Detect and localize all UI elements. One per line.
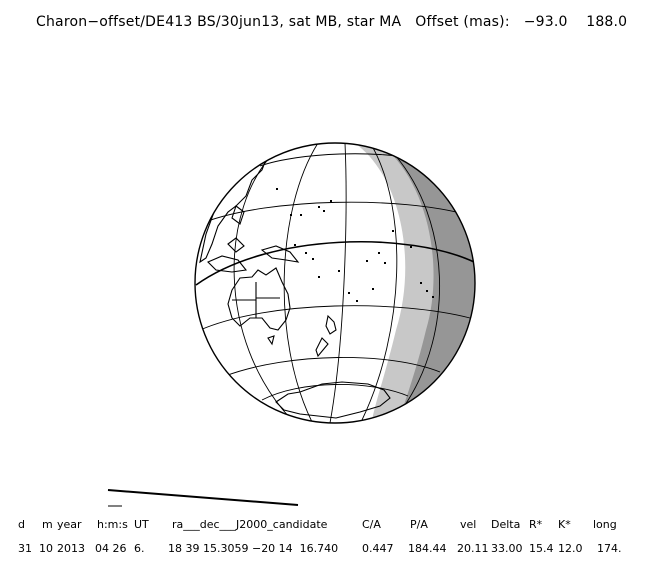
philippines-coast — [231, 205, 245, 225]
longitude-line — [394, 154, 441, 406]
col-header-long: long — [593, 518, 617, 531]
cell-ca: 0.447 — [362, 542, 394, 555]
longitude-lines — [233, 143, 441, 423]
cell-day: 31 — [18, 542, 32, 555]
australia-coast — [227, 267, 291, 331]
cell-year: 2013 — [57, 542, 85, 555]
equator-line — [195, 240, 475, 286]
col-header-ca: C/A — [362, 518, 381, 531]
col-header-month: m — [42, 518, 53, 531]
col-header-delta: Delta — [491, 518, 521, 531]
col-header-ut: UT — [134, 518, 149, 531]
new-zealand-south — [315, 337, 329, 358]
tasmania-coast — [267, 335, 275, 346]
cell-rstar: 15.4 — [529, 542, 554, 555]
australia-border — [232, 282, 280, 318]
pacific-islands — [276, 188, 434, 302]
cell-delta: 33.00 — [491, 542, 523, 555]
latitude-line — [261, 384, 409, 401]
night-shading — [382, 145, 475, 418]
cell-vel: 20.11 — [457, 542, 489, 555]
cell-hms: 04 26 — [95, 542, 127, 555]
indonesia-coast — [207, 237, 248, 273]
new-zealand-north — [325, 314, 337, 335]
col-header-pa: P/A — [410, 518, 428, 531]
col-header-day: d — [18, 518, 25, 531]
col-header-radec: ra___dec___J2000_candidate — [172, 518, 328, 531]
col-header-hms: h:m:s — [97, 518, 128, 531]
cell-pa: 184.44 — [408, 542, 447, 555]
antarctica-coast — [275, 381, 391, 419]
longitude-line — [233, 149, 291, 419]
latitude-line — [199, 305, 471, 331]
col-header-rstar: R* — [529, 518, 543, 531]
cell-long: 174. — [597, 542, 622, 555]
col-header-year: year — [57, 518, 82, 531]
cell-kstar: 12.0 — [558, 542, 583, 555]
scale-bar — [107, 489, 299, 506]
col-header-kstar: K* — [558, 518, 571, 531]
globe-outline — [194, 142, 476, 424]
longitude-line — [283, 143, 319, 423]
longitude-line — [329, 143, 347, 423]
cell-month: 10 — [39, 542, 53, 555]
latitude-line — [224, 357, 441, 377]
cell-radec: 18 39 15.3059 −20 14 16.740 — [168, 542, 339, 555]
cell-ut: 6. — [134, 542, 145, 555]
col-header-vel: vel — [460, 518, 477, 531]
new-guinea-coast — [260, 245, 300, 263]
plot-title: Charon−offset/DE413 BS/30jun13, sat MB, … — [36, 14, 628, 30]
longitude-line — [361, 145, 398, 421]
